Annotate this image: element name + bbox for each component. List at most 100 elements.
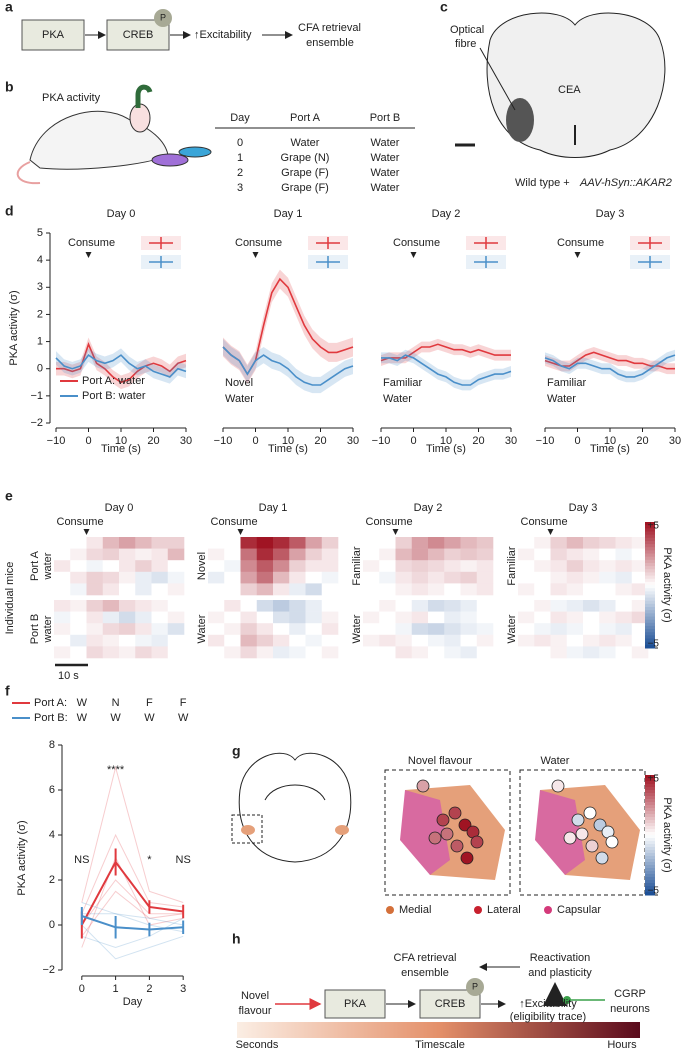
heatmap-cell [305, 560, 323, 573]
legend-dot [474, 906, 482, 914]
heatmap-cell [411, 560, 429, 573]
colorbar-step [645, 616, 655, 621]
box [324, 989, 386, 1019]
heatmap-cell [428, 571, 445, 584]
colorbar-step [645, 613, 655, 617]
heatmap-cell [273, 646, 290, 659]
heatmap-cell [428, 548, 445, 561]
heatmap-cell [411, 537, 429, 549]
heatmap-cell [208, 548, 225, 561]
heatmap-cell [518, 600, 535, 612]
heatmap-cell [518, 583, 535, 596]
heatmap-cell [119, 548, 136, 561]
heatmap-cell [476, 560, 494, 573]
heatmap-cell [208, 560, 225, 573]
condition-label: Familiar [547, 377, 586, 389]
site-dot [571, 813, 585, 827]
colorbar-step [645, 550, 655, 554]
colorbar-step [645, 814, 655, 818]
colorbar-step [645, 559, 655, 564]
trace [222, 346, 354, 386]
heatmap-cell [631, 600, 649, 612]
colorbar-step [645, 537, 655, 542]
row-label: Water [351, 614, 363, 643]
box [21, 19, 85, 51]
heatmap-cell [321, 600, 339, 612]
site-dot [470, 835, 484, 849]
heatmap-cell [411, 646, 429, 659]
y-tick-label: −2 [30, 417, 43, 429]
y-tick-label: 2 [37, 308, 43, 320]
heatmap-cell [135, 560, 152, 573]
axis-title: Time (s) [268, 443, 308, 455]
heatmap-cell [256, 623, 274, 636]
significance: NS [176, 854, 191, 866]
heatmap-cell [321, 611, 339, 624]
timescale-label: Seconds [236, 1039, 279, 1051]
heatmap-cell [70, 634, 87, 647]
heatmap-cell [208, 611, 225, 624]
heatmap-cell [599, 571, 616, 584]
heatmap-cell [240, 548, 258, 561]
heatmap-cell [550, 583, 568, 596]
heatmap-cell [208, 571, 225, 584]
colorbar-step [645, 603, 655, 608]
heatmap-cell [518, 571, 535, 584]
heatmap-cell [305, 634, 323, 647]
heatmap-cell [583, 634, 600, 647]
heatmap-cell [363, 583, 380, 596]
colorbar-step [645, 531, 655, 536]
condition-label: Familiar [383, 377, 422, 389]
heatmap-cell [566, 623, 584, 636]
heatmap-cell [224, 600, 241, 612]
heatmap-cell [305, 548, 323, 561]
condition-code: N [112, 697, 120, 709]
heatmap-cell [428, 623, 445, 636]
heatmap-cell [363, 537, 380, 549]
row-label: Port B [29, 614, 41, 645]
y-tick-label: 3 [37, 281, 43, 293]
colorbar-step [645, 892, 655, 896]
heatmap-cell [256, 571, 274, 584]
heatmap-cell [135, 646, 152, 659]
heatmap-cell [395, 583, 413, 596]
heatmap-cell [256, 583, 274, 596]
heatmap-cell [550, 571, 568, 584]
heatmap-cell [70, 646, 87, 659]
heatmap-cell [444, 560, 461, 573]
heatmap-cell [273, 623, 290, 636]
colorbar-step [645, 805, 655, 809]
heatmap-cell [167, 548, 185, 561]
condition-code: W [178, 712, 189, 724]
colorbar-step [645, 781, 655, 785]
colorbar-step [645, 544, 655, 548]
node-label: CREB [123, 29, 154, 41]
heatmap-cell [54, 571, 71, 584]
heatmap-cell [240, 623, 258, 636]
colorbar-step [645, 811, 655, 815]
colorbar-step [645, 826, 655, 830]
label: PKA activity [42, 92, 101, 104]
heatmap-cell [476, 571, 494, 584]
inset-title: Water [541, 755, 570, 767]
axis-title: PKA activity (σ) [8, 290, 20, 365]
heatmap-cell [240, 634, 258, 647]
table-cell: Grape (N) [281, 152, 330, 164]
heatmap-cell [151, 537, 169, 549]
heatmap-cell [86, 548, 104, 561]
brain-section [455, 12, 666, 158]
heatmap-cell [224, 646, 241, 659]
node-label: and plasticity [528, 967, 592, 979]
heatmap-cell [256, 611, 274, 624]
individual-line [81, 902, 184, 926]
heatmap-cell [583, 646, 600, 659]
heatmap-cell [615, 571, 633, 584]
heatmap-cell [54, 623, 71, 636]
heatmap-cell [102, 560, 120, 573]
colorbar-step [645, 874, 655, 878]
heatmap-cell [54, 634, 71, 647]
site-dot [416, 779, 430, 793]
site-dot [575, 827, 589, 841]
significance: NS [74, 854, 89, 866]
x-tick-label: 3 [180, 983, 186, 995]
